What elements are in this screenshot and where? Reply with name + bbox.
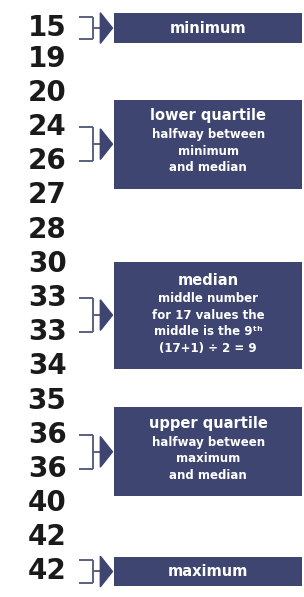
Text: 36: 36	[28, 455, 67, 483]
Text: 33: 33	[28, 318, 67, 346]
FancyBboxPatch shape	[114, 261, 302, 369]
FancyBboxPatch shape	[114, 556, 302, 586]
Text: lower quartile: lower quartile	[150, 108, 266, 123]
Text: 24: 24	[28, 113, 67, 141]
Text: 28: 28	[28, 216, 67, 244]
Polygon shape	[100, 556, 112, 587]
Text: halfway between
minimum
and median: halfway between minimum and median	[152, 128, 265, 174]
Text: 35: 35	[28, 386, 67, 414]
FancyBboxPatch shape	[114, 407, 302, 497]
Text: minimum: minimum	[170, 20, 247, 36]
Text: 40: 40	[28, 489, 67, 517]
Text: 42: 42	[28, 558, 67, 586]
Text: 33: 33	[28, 284, 67, 312]
Polygon shape	[100, 436, 112, 467]
Text: 26: 26	[28, 147, 67, 176]
Polygon shape	[100, 13, 112, 44]
Text: 30: 30	[28, 250, 67, 278]
Text: maximum: maximum	[168, 564, 248, 579]
Text: middle number
for 17 values the
middle is the 9ᵗʰ
(17+1) ÷ 2 = 9: middle number for 17 values the middle i…	[152, 293, 264, 355]
Text: 34: 34	[28, 352, 67, 380]
Text: 20: 20	[28, 79, 67, 107]
Polygon shape	[100, 129, 112, 159]
FancyBboxPatch shape	[114, 100, 302, 189]
Text: 27: 27	[28, 181, 67, 210]
Text: 19: 19	[28, 45, 66, 73]
Text: halfway between
maximum
and median: halfway between maximum and median	[152, 436, 265, 482]
Text: median: median	[178, 273, 239, 288]
Text: upper quartile: upper quartile	[149, 416, 268, 431]
Text: 36: 36	[28, 421, 67, 449]
Polygon shape	[100, 300, 112, 330]
Text: 15: 15	[28, 14, 67, 42]
Text: 42: 42	[28, 524, 67, 551]
FancyBboxPatch shape	[114, 13, 302, 43]
